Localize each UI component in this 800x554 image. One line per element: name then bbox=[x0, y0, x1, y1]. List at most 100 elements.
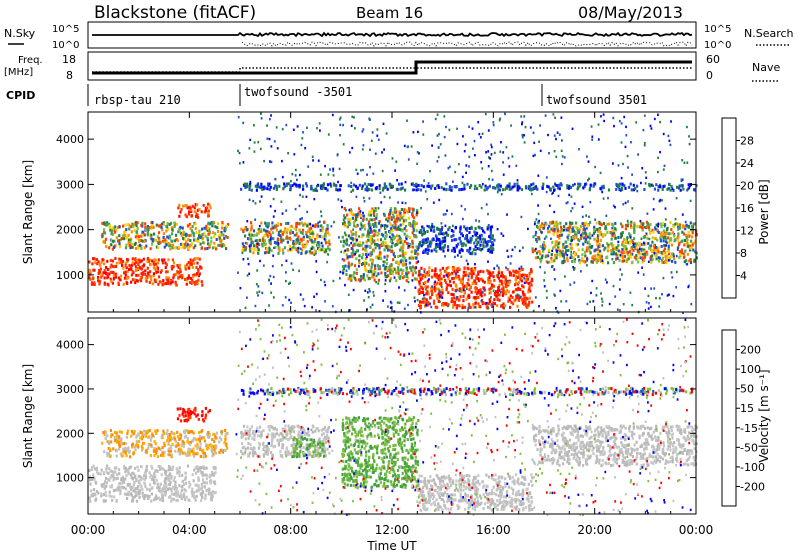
echo-cell bbox=[520, 274, 523, 278]
echo-cell bbox=[664, 223, 667, 227]
echo-cell bbox=[545, 222, 548, 226]
echo-cell bbox=[543, 279, 545, 282]
echo-cell bbox=[670, 185, 673, 189]
echo-cell bbox=[413, 249, 416, 253]
echo-cell bbox=[295, 222, 298, 226]
echo-cell bbox=[456, 127, 458, 130]
echo-cell bbox=[560, 251, 563, 255]
echo-cell bbox=[163, 479, 166, 483]
echo-cell bbox=[176, 490, 179, 494]
echo-cell bbox=[495, 294, 498, 298]
echo-cell bbox=[614, 221, 617, 225]
echo-cell bbox=[528, 285, 531, 289]
echo-cell bbox=[625, 247, 628, 251]
echo-cell bbox=[250, 221, 253, 225]
echo-cell bbox=[426, 252, 429, 255]
echo-cell bbox=[301, 137, 304, 140]
echo-cell bbox=[687, 285, 690, 289]
echo-cell bbox=[133, 481, 136, 485]
echo-cell bbox=[641, 260, 644, 264]
echo-cell bbox=[403, 289, 406, 292]
echo-cell bbox=[123, 486, 126, 490]
echo-cell bbox=[277, 243, 280, 247]
echo-cell bbox=[246, 182, 249, 186]
echo-cell bbox=[618, 258, 621, 262]
echo-cell bbox=[617, 244, 620, 247]
echo-cell bbox=[381, 169, 384, 173]
echo-cell bbox=[658, 200, 661, 203]
echo-cell bbox=[144, 277, 147, 281]
echo-cell bbox=[643, 188, 646, 191]
echo-cell bbox=[409, 224, 412, 228]
echo-cell bbox=[491, 305, 494, 308]
echo-cell bbox=[252, 229, 256, 233]
echo-cell bbox=[440, 277, 443, 281]
echo-cell bbox=[560, 228, 563, 232]
echo-cell bbox=[496, 191, 499, 194]
echo-cell bbox=[514, 245, 516, 249]
echo-cell bbox=[420, 244, 423, 248]
echo-cell bbox=[269, 160, 271, 163]
echo-cell bbox=[146, 494, 149, 498]
echo-cell bbox=[585, 237, 588, 241]
echo-cell bbox=[612, 248, 615, 252]
echo-cell bbox=[403, 219, 405, 222]
echo-cell bbox=[500, 271, 503, 275]
echo-cell bbox=[649, 258, 652, 261]
echo-cell bbox=[681, 213, 684, 216]
echo-cell bbox=[302, 223, 305, 227]
echo-cell bbox=[268, 250, 271, 254]
echo-cell bbox=[242, 229, 245, 233]
echo-cell bbox=[143, 497, 146, 501]
echo-cell bbox=[508, 298, 511, 302]
echo-cell bbox=[319, 129, 321, 132]
echo-cell bbox=[171, 468, 174, 472]
echo-cell bbox=[299, 230, 302, 234]
echo-cell bbox=[317, 159, 320, 162]
echo-cell bbox=[249, 234, 252, 237]
echo-cell bbox=[263, 228, 266, 232]
echo-cell bbox=[154, 475, 157, 479]
echo-cell bbox=[237, 116, 240, 119]
echo-cell bbox=[367, 296, 370, 299]
echo-cell bbox=[187, 206, 190, 210]
echo-cell bbox=[136, 279, 139, 283]
echo-cell bbox=[611, 258, 614, 261]
echo-cell bbox=[344, 264, 347, 268]
echo-cell bbox=[149, 225, 152, 229]
echo-cell bbox=[663, 225, 666, 228]
echo-cell bbox=[172, 276, 175, 280]
echo-cell bbox=[135, 494, 138, 497]
echo-cell bbox=[396, 234, 399, 238]
echo-cell bbox=[295, 228, 298, 232]
echo-cell bbox=[333, 183, 336, 187]
echo-cell bbox=[412, 216, 416, 220]
echo-cell bbox=[648, 231, 651, 235]
echo-cell bbox=[631, 261, 634, 265]
echo-cell bbox=[427, 270, 431, 273]
echo-cell bbox=[630, 141, 632, 144]
echo-cell bbox=[99, 267, 102, 271]
echo-cell bbox=[288, 236, 291, 240]
echo-cell bbox=[510, 187, 513, 191]
echo-cell bbox=[91, 478, 94, 482]
echo-cell bbox=[408, 207, 411, 211]
echo-cell bbox=[365, 262, 368, 265]
echo-cell bbox=[326, 183, 330, 187]
echo-cell bbox=[589, 236, 592, 240]
echo-cell bbox=[248, 147, 251, 150]
echo-cell bbox=[399, 260, 403, 264]
echo-cell bbox=[438, 276, 441, 280]
echo-cell bbox=[499, 274, 503, 278]
echo-cell bbox=[269, 233, 272, 237]
y-tick-label: 1000 bbox=[56, 269, 84, 282]
echo-cell bbox=[537, 212, 540, 216]
echo-cell bbox=[172, 485, 175, 489]
echo-cell bbox=[166, 487, 170, 491]
echo-cell bbox=[343, 250, 346, 254]
echo-cell bbox=[469, 185, 472, 189]
echo-cell bbox=[170, 475, 173, 479]
echo-cell bbox=[686, 252, 689, 256]
echo-cell bbox=[509, 294, 512, 298]
echo-cell bbox=[174, 485, 177, 489]
